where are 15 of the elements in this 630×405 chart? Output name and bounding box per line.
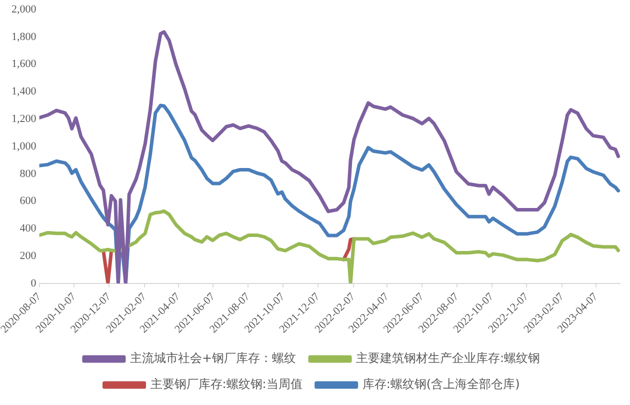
y-tick-label: 1,800 (12, 30, 37, 43)
legend-label: 主要建筑钢材生产企业库存:螺纹钢 (356, 351, 540, 366)
legend-label: 主要钢厂库存:螺纹钢:当周值 (150, 377, 302, 392)
y-tick-label: 400 (20, 222, 37, 235)
y-tick-label: 600 (20, 195, 37, 208)
y-tick-label: 1,600 (12, 58, 37, 70)
y-tick-label: 1,400 (12, 86, 37, 98)
y-tick-label: 800 (20, 168, 37, 180)
y-tick-label: 1,200 (12, 113, 37, 125)
legend-label: 库存:螺纹钢(含上海全部仓库) (362, 377, 520, 392)
y-tick-label: 1,000 (12, 140, 37, 152)
y-tick-label: 0 (30, 277, 37, 290)
legend-label: 主流城市社会+钢厂库存：螺纹 (130, 351, 296, 366)
y-tick-label: 200 (20, 250, 37, 262)
y-tick-label: 2,000 (12, 3, 37, 16)
